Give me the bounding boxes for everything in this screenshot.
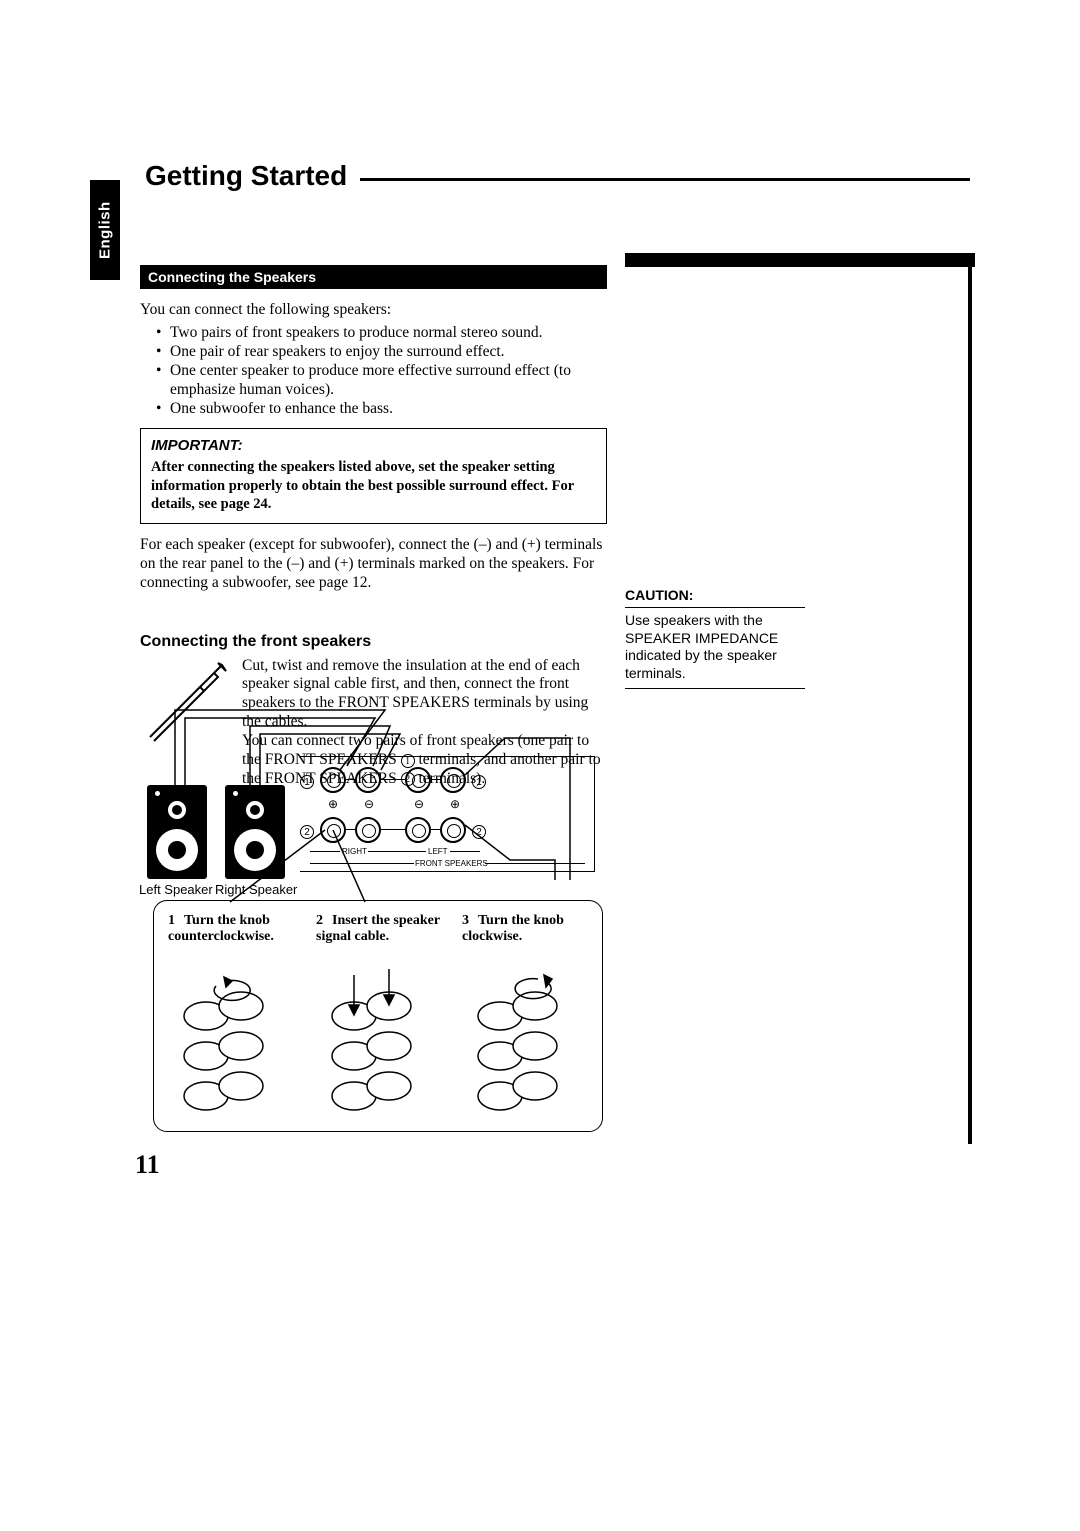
important-body: After connecting the speakers listed abo… <box>151 458 596 512</box>
plus-icon: ⊕ <box>448 797 462 811</box>
terminal-icon <box>355 767 381 793</box>
terminal-icon <box>355 817 381 843</box>
right-speaker-label: Right Speaker <box>215 882 297 897</box>
terminal-icon <box>405 767 431 793</box>
row-1-label-left: 1 <box>300 775 314 789</box>
bullet-item: Two pairs of front speakers to produce n… <box>156 324 607 343</box>
step-3: 3Turn the knob clockwise. <box>462 913 602 945</box>
step-text: Insert the speaker signal cable. <box>316 913 440 944</box>
bullet-item: One subwoofer to enhance the bass. <box>156 400 607 419</box>
title-rule <box>360 178 970 181</box>
caution-rule <box>625 607 805 608</box>
left-speaker-icon <box>147 785 207 879</box>
terminal-icon <box>320 817 346 843</box>
front-speakers-label: FRONT SPEAKERS <box>415 859 488 868</box>
right-vertical-rule <box>968 267 972 1144</box>
step-num: 1 <box>168 913 184 929</box>
step-num: 2 <box>316 913 332 929</box>
terminal-icon <box>405 817 431 843</box>
section-bar-connecting-speakers: Connecting the Speakers <box>140 265 607 289</box>
plus-icon: ⊕ <box>326 797 340 811</box>
right-label: RIGHT <box>342 847 367 856</box>
bullet-item: One pair of rear speakers to enjoy the s… <box>156 343 607 362</box>
minus-icon: ⊖ <box>362 797 376 811</box>
step-num: 3 <box>462 913 478 929</box>
language-tab: English <box>90 180 120 280</box>
right-speaker-icon <box>225 785 285 879</box>
knob-illustration-icon <box>460 961 590 1111</box>
chapter-title: Getting Started <box>145 160 347 192</box>
row-2-label-right: 2 <box>472 825 486 839</box>
caution-body: Use speakers with the SPEAKER IMPEDANCE … <box>625 612 805 682</box>
terminal-panel: 1 1 ⊕ ⊖ ⊖ ⊕ 2 2 RIGHT LEFT FRONT SPEAKER… <box>300 756 595 872</box>
caution-block: CAUTION: Use speakers with the SPEAKER I… <box>625 587 805 689</box>
terminal-icon <box>440 817 466 843</box>
intro-text: You can connect the following speakers: <box>140 301 607 320</box>
right-column: CAUTION: Use speakers with the SPEAKER I… <box>625 253 960 689</box>
step-2: 2Insert the speaker signal cable. <box>316 913 456 945</box>
page-number: 11 <box>135 1150 160 1180</box>
after-important-text: For each speaker (except for subwoofer),… <box>140 536 607 593</box>
speaker-bullet-list: Two pairs of front speakers to produce n… <box>140 324 607 419</box>
terminal-icon <box>320 767 346 793</box>
right-rule-top <box>625 253 975 267</box>
step-1: 1Turn the knob counterclockwise. <box>168 913 308 945</box>
important-box: IMPORTANT: After connecting the speakers… <box>140 428 607 523</box>
front-speakers-heading: Connecting the front speakers <box>140 633 607 651</box>
caution-rule <box>625 688 805 689</box>
row-1-label-right: 1 <box>472 775 486 789</box>
left-speaker-label: Left Speaker <box>139 882 213 897</box>
steps-box: 1Turn the knob counterclockwise. 2Insert… <box>153 900 603 1132</box>
terminal-icon <box>440 767 466 793</box>
left-label: LEFT <box>428 847 448 856</box>
minus-icon: ⊖ <box>412 797 426 811</box>
knob-illustration-icon <box>166 961 296 1111</box>
knob-illustration-icon <box>314 961 444 1111</box>
step-text: Turn the knob clockwise. <box>462 913 564 944</box>
important-heading: IMPORTANT: <box>151 437 596 454</box>
row-2-label-left: 2 <box>300 825 314 839</box>
step-text: Turn the knob counterclockwise. <box>168 913 274 944</box>
caution-heading: CAUTION: <box>625 587 805 603</box>
connection-diagram: Left Speaker Right Speaker 1 1 ⊕ ⊖ ⊖ ⊕ 2… <box>135 700 610 1140</box>
bullet-item: One center speaker to produce more effec… <box>156 362 607 400</box>
